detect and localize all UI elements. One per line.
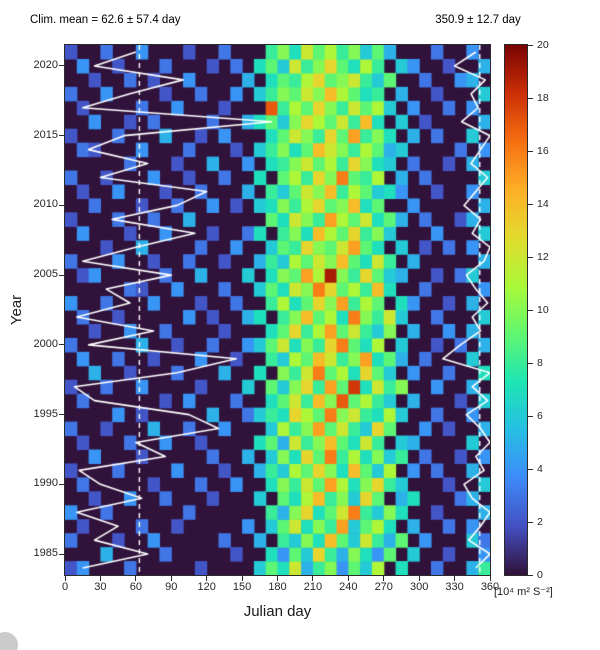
y-tick-label: 2010 <box>33 198 58 211</box>
x-tick-mark <box>454 576 456 581</box>
colorbar-tick-label: 2 <box>537 515 543 528</box>
colorbar-tick-mark <box>528 256 533 258</box>
colorbar-tick-label: 14 <box>537 197 549 210</box>
y-tick-label: 1995 <box>33 407 58 420</box>
colorbar-tick-label: 12 <box>537 250 549 263</box>
x-tick-label: 180 <box>268 581 287 593</box>
x-tick-mark <box>135 576 137 581</box>
x-tick-mark <box>383 576 385 581</box>
colorbar-tick-mark <box>528 150 533 152</box>
x-tick-label: 120 <box>197 581 216 593</box>
colorbar-tick-mark <box>528 521 533 523</box>
x-tick-mark <box>277 576 278 581</box>
y-tick-label: 1985 <box>33 547 58 560</box>
y-tick-mark <box>59 135 64 137</box>
x-tick-label: 270 <box>374 581 393 593</box>
colorbar-tick-mark <box>528 468 533 470</box>
colorbar-tick-mark <box>528 362 533 364</box>
colorbar-tick-label: 6 <box>537 409 543 422</box>
x-tick-mark <box>64 576 66 581</box>
x-tick-label: 0 <box>61 581 69 593</box>
x-tick-mark <box>99 576 101 581</box>
y-tick-mark <box>59 553 64 555</box>
x-tick-label: 360 <box>480 581 500 593</box>
y-tick-mark <box>59 483 64 485</box>
x-tick-mark <box>170 576 172 581</box>
y-tick-label: 2000 <box>33 337 58 350</box>
heatmap-plot-area <box>64 44 491 576</box>
x-tick-label: 300 <box>409 581 429 593</box>
colorbar-tick-label: 0 <box>537 568 543 581</box>
colorbar-tick-mark <box>528 309 533 311</box>
corner-artifact <box>0 632 18 650</box>
x-tick-mark <box>418 576 420 581</box>
x-tick-label: 240 <box>339 581 358 593</box>
x-tick-label: 330 <box>445 581 464 593</box>
y-tick-mark <box>59 65 64 67</box>
x-tick-mark <box>489 576 491 581</box>
colorbar-unit-label: [10⁴ m² S⁻²] <box>494 586 553 598</box>
x-axis-label: Julian day <box>243 603 312 620</box>
heatmap-canvas <box>65 45 490 575</box>
colorbar-tick-label: 10 <box>537 303 549 316</box>
y-tick-label: 2005 <box>33 268 58 281</box>
colorbar-gradient <box>505 45 527 575</box>
colorbar-tick-mark <box>528 203 533 205</box>
x-tick-label: 210 <box>303 581 323 593</box>
y-tick-mark <box>59 414 64 416</box>
colorbar-tick-label: 8 <box>537 356 543 369</box>
y-tick-mark <box>59 344 64 346</box>
colorbar-tick-mark <box>528 97 533 99</box>
colorbar-tick-label: 18 <box>537 91 549 104</box>
y-tick-mark <box>59 274 64 276</box>
y-tick-label: 2020 <box>33 58 58 71</box>
y-axis-label: Year <box>8 294 25 326</box>
y-tick-label: 2015 <box>33 128 58 141</box>
clim-mean-onset-annotation: Clim. mean = 62.6 ± 57.4 day <box>30 14 181 26</box>
x-tick-mark <box>347 576 349 581</box>
colorbar-tick-label: 20 <box>537 38 549 51</box>
colorbar <box>504 44 528 576</box>
clim-mean-end-annotation: 350.9 ± 12.7 day <box>435 14 521 26</box>
x-tick-label: 90 <box>165 581 178 593</box>
x-tick-mark <box>312 576 314 581</box>
colorbar-tick-mark <box>528 44 533 46</box>
colorbar-tick-label: 16 <box>537 144 549 157</box>
x-tick-label: 150 <box>232 581 252 593</box>
x-tick-mark <box>241 576 243 581</box>
colorbar-tick-mark <box>528 574 533 576</box>
x-tick-label: 60 <box>129 581 142 593</box>
colorbar-tick-label: 4 <box>537 462 543 475</box>
x-tick-label: 30 <box>94 581 107 593</box>
y-tick-label: 1990 <box>33 477 58 490</box>
y-tick-mark <box>59 204 64 206</box>
x-tick-mark <box>206 576 208 581</box>
colorbar-tick-mark <box>528 415 533 417</box>
